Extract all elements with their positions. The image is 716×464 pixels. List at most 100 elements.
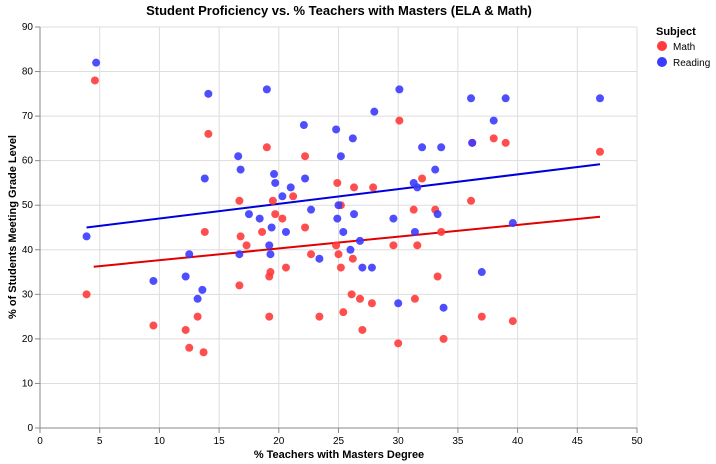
math-point <box>367 299 376 308</box>
x-axis-title: % Teachers with Masters Degree <box>254 449 424 461</box>
legend-label-reading: Reading <box>673 58 710 69</box>
reading-point <box>333 214 342 223</box>
math-point <box>235 196 244 205</box>
grid <box>39 26 638 429</box>
y-tick-label: 20 <box>22 334 34 345</box>
reading-point <box>410 227 419 236</box>
y-tick-label: 70 <box>22 111 34 122</box>
math-point <box>281 263 290 272</box>
math-point <box>332 241 341 250</box>
math-point <box>271 210 280 219</box>
math-point <box>418 174 427 183</box>
reading-point <box>355 236 364 245</box>
reading-point <box>307 205 316 214</box>
math-point <box>358 325 367 334</box>
math-point <box>278 214 287 223</box>
y-tick-label: 30 <box>22 289 34 300</box>
x-tick-label: 5 <box>97 436 103 447</box>
math-point <box>185 343 194 352</box>
x-tick-label: 25 <box>333 436 345 447</box>
reading-point <box>339 227 348 236</box>
math-point <box>348 254 357 263</box>
reading-point <box>236 165 245 174</box>
reading-point <box>439 303 448 312</box>
y-tick-label: 0 <box>27 423 33 434</box>
reading-point <box>350 210 359 219</box>
math-point <box>242 241 251 250</box>
reading-point <box>358 263 367 272</box>
reading-point <box>181 272 190 281</box>
reading-point <box>501 94 510 103</box>
reading-point <box>395 85 404 94</box>
reading-point <box>348 134 357 143</box>
y-tick-label: 60 <box>22 156 34 167</box>
reading-point <box>418 143 427 152</box>
math-point <box>389 241 398 250</box>
reading-point <box>346 245 355 254</box>
math-point <box>301 223 310 232</box>
math-point <box>395 116 404 125</box>
math-point <box>595 147 604 156</box>
math-point <box>508 317 517 326</box>
math-point <box>439 334 448 343</box>
math-point <box>262 143 271 152</box>
reading-point <box>489 116 498 125</box>
reading-point <box>467 94 476 103</box>
reading-point <box>193 294 202 303</box>
x-tick-label: 10 <box>154 436 166 447</box>
reading-point <box>334 201 343 210</box>
reading-point <box>244 210 253 219</box>
math-point <box>369 183 378 192</box>
data-points <box>82 58 604 357</box>
math-trend-line <box>93 215 601 268</box>
x-tick-label: 15 <box>214 436 226 447</box>
math-point <box>199 348 208 357</box>
y-tick-label: 50 <box>22 200 34 211</box>
math-point <box>347 290 356 299</box>
reading-point <box>185 250 194 259</box>
math-point <box>268 196 277 205</box>
x-tick-label: 50 <box>631 436 643 447</box>
math-point <box>410 294 419 303</box>
reading-point <box>200 174 209 183</box>
reading-point <box>370 107 379 116</box>
reading-point <box>266 250 275 259</box>
reading-trend-line <box>86 163 601 229</box>
x-tick-label: 40 <box>512 436 524 447</box>
legend-title: Subject <box>656 26 696 38</box>
math-point <box>200 227 209 236</box>
math-point <box>181 325 190 334</box>
math-point <box>258 227 267 236</box>
reading-point <box>281 227 290 236</box>
math-point <box>489 134 498 143</box>
reading-point <box>92 58 101 67</box>
trend-lines <box>86 163 601 268</box>
math-point <box>333 178 342 187</box>
x-tick-label: 35 <box>452 436 464 447</box>
reading-point <box>198 285 207 294</box>
x-tick-label: 30 <box>393 436 405 447</box>
math-point <box>315 312 324 321</box>
math-point <box>82 290 91 299</box>
reading-point <box>235 250 244 259</box>
reading-point <box>204 89 213 98</box>
math-point <box>236 232 245 241</box>
legend-swatch-math <box>657 41 667 51</box>
math-point <box>149 321 158 330</box>
math-point <box>265 312 274 321</box>
math-point <box>477 312 486 321</box>
legend: Subject Math Reading <box>656 26 710 69</box>
y-tick-label: 90 <box>22 22 34 33</box>
math-point <box>409 205 418 214</box>
y-tick-label: 80 <box>22 67 34 78</box>
x-tick-label: 45 <box>572 436 584 447</box>
reading-point <box>255 214 264 223</box>
reading-point <box>468 138 477 147</box>
reading-point <box>82 232 91 241</box>
reading-point <box>271 178 280 187</box>
y-axis-title: % of Students Meeting Grade Level <box>7 135 19 319</box>
reading-point <box>262 85 271 94</box>
reading-point <box>367 263 376 272</box>
math-point <box>413 241 422 250</box>
